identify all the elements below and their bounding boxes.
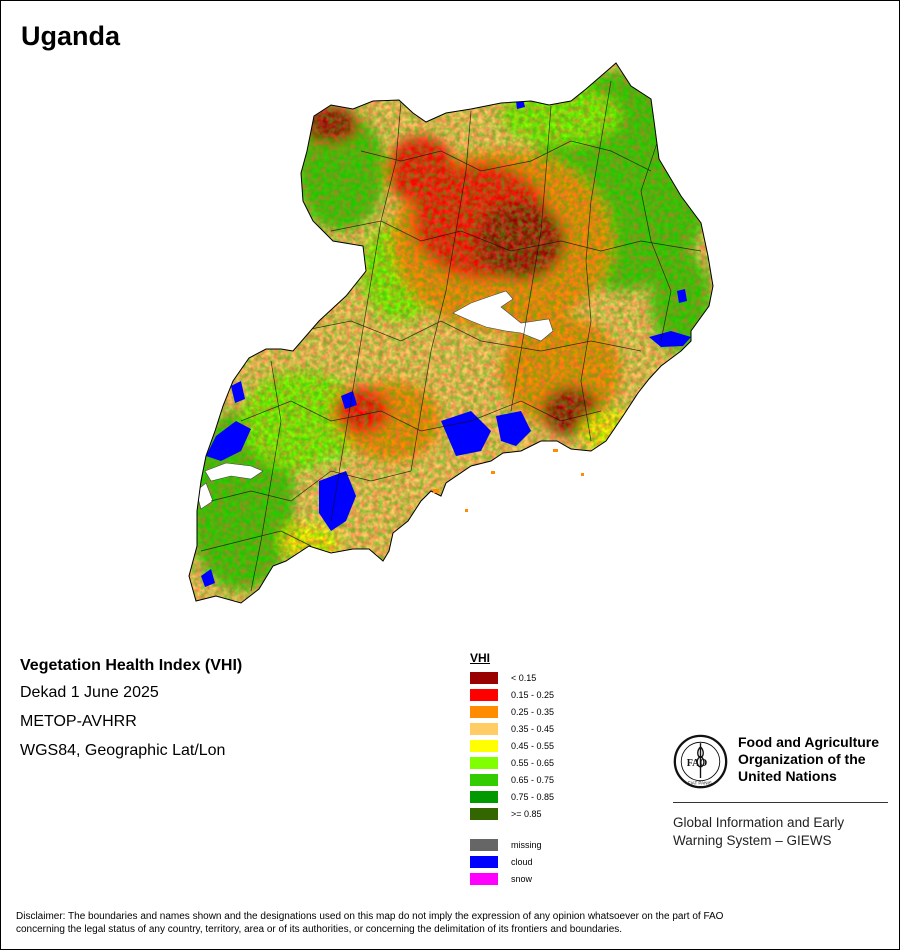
legend-row: missing bbox=[470, 836, 554, 853]
legend-label: 0.45 - 0.55 bbox=[511, 740, 555, 751]
legend-row: 0.45 - 0.55 bbox=[470, 737, 554, 754]
legend-swatch bbox=[470, 722, 498, 735]
sensor-label: METOP-AVHRR bbox=[20, 713, 137, 730]
legend-row: 0.35 - 0.45 bbox=[470, 720, 554, 737]
legend-swatch bbox=[470, 790, 498, 803]
fao-name: Food and Agriculture Organization of the… bbox=[738, 734, 880, 784]
legend-label: >= 0.85 bbox=[511, 808, 542, 819]
fao-divider bbox=[673, 802, 888, 803]
legend-label: < 0.15 bbox=[511, 672, 537, 683]
legend-swatch bbox=[470, 838, 498, 851]
legend-label: missing bbox=[511, 839, 542, 850]
legend-swatch bbox=[470, 688, 498, 701]
legend-swatch bbox=[470, 807, 498, 820]
legend-swatch bbox=[470, 671, 498, 684]
vhi-raster bbox=[189, 63, 713, 603]
legend-swatch bbox=[470, 756, 498, 769]
legend-row: 0.55 - 0.65 bbox=[470, 754, 554, 771]
vhi-map bbox=[188, 62, 714, 604]
legend-row: 0.75 - 0.85 bbox=[470, 788, 554, 805]
map-info-block: Vegetation Health Index (VHI) Dekad 1 Ju… bbox=[20, 657, 242, 771]
legend-label: 0.75 - 0.85 bbox=[511, 791, 555, 802]
legend-label: 0.55 - 0.65 bbox=[511, 757, 555, 768]
map-title: Uganda bbox=[21, 21, 121, 51]
cloud-patches bbox=[201, 99, 691, 587]
dekad-label: Dekad 1 June 2025 bbox=[20, 684, 159, 701]
legend-label: 0.15 - 0.25 bbox=[511, 689, 555, 700]
vhi-legend: VHI < 0.15 0.15 - 0.25 0.25 - 0.35 0.35 - 0… bbox=[470, 651, 554, 887]
legend-row: 0.25 - 0.35 bbox=[470, 703, 554, 720]
legend-row: 0.15 - 0.25 bbox=[470, 686, 554, 703]
legend-row: snow bbox=[470, 870, 554, 887]
lake-islands bbox=[433, 449, 584, 512]
legend-label: snow bbox=[511, 873, 533, 884]
legend-swatch bbox=[470, 773, 498, 786]
legend-row: >= 0.85 bbox=[470, 805, 554, 822]
svg-text:FIAT PANIS: FIAT PANIS bbox=[688, 780, 712, 785]
legend-label: cloud bbox=[511, 856, 533, 867]
legend-row: cloud bbox=[470, 853, 554, 870]
product-title: Vegetation Health Index (VHI) bbox=[20, 657, 243, 674]
legend-row: 0.65 - 0.75 bbox=[470, 771, 554, 788]
legend-label: 0.65 - 0.75 bbox=[511, 774, 555, 785]
legend-classes: < 0.15 0.15 - 0.25 0.25 - 0.35 0.35 - 0.45 0… bbox=[470, 669, 554, 822]
legend-label: 0.25 - 0.35 bbox=[511, 706, 555, 717]
district-boundaries bbox=[200, 80, 702, 592]
fao-logo-icon: FAO FIAT PANIS bbox=[673, 734, 728, 789]
legend-swatch bbox=[470, 739, 498, 752]
legend-row: < 0.15 bbox=[470, 669, 554, 686]
disclaimer: Disclaimer: The boundaries and names sho… bbox=[16, 911, 724, 935]
legend-swatch bbox=[470, 855, 498, 868]
legend-swatch bbox=[470, 705, 498, 718]
legend-swatch bbox=[470, 872, 498, 885]
projection-label: WGS84, Geographic Lat/Lon bbox=[20, 742, 226, 759]
fao-block: FAO FIAT PANIS Food and Agriculture Orga… bbox=[673, 734, 889, 850]
legend-special-classes: missing cloud snow bbox=[470, 836, 554, 887]
legend-label: 0.35 - 0.45 bbox=[511, 723, 555, 734]
svg-text:FAO: FAO bbox=[687, 758, 708, 769]
legend-title: VHI bbox=[470, 651, 491, 665]
giews-name: Global Information and Early Warning Sys… bbox=[673, 815, 845, 848]
